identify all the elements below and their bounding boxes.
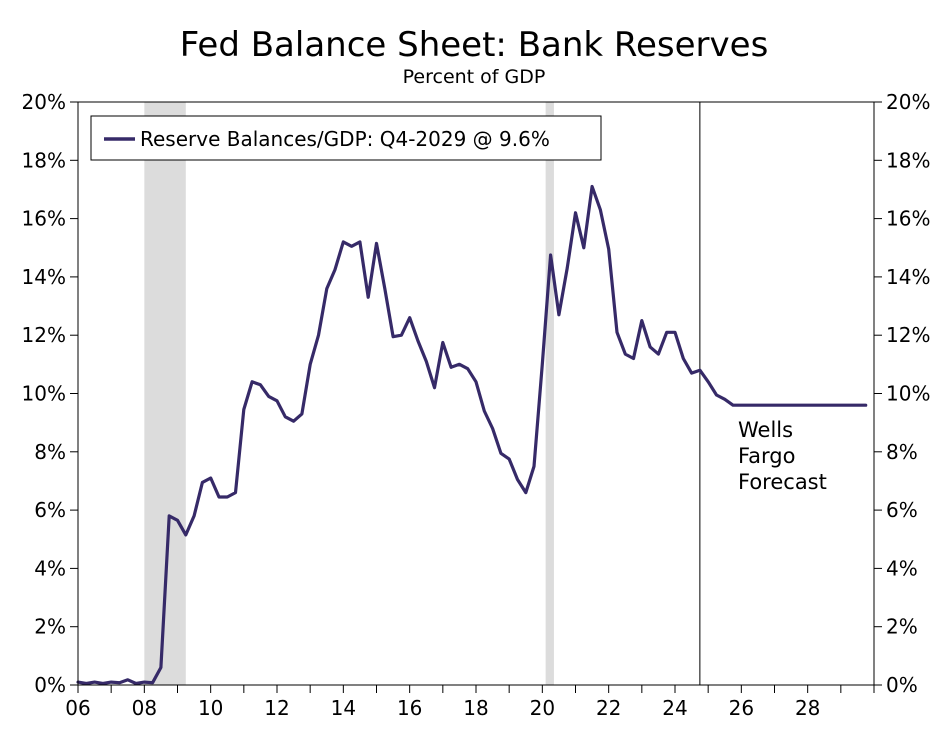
x-axis-ticks: 06 08 10 12 14 16 18 20 22 24 26 28 (65, 685, 875, 720)
x-tick-label-10: 26 (729, 696, 754, 720)
y-tick-label-left-1: 2% (34, 615, 66, 639)
x-tick-label-9: 24 (662, 696, 687, 720)
x-tick-label-1: 08 (132, 696, 157, 720)
x-tick-label-2: 10 (198, 696, 223, 720)
y-tick-label-right-10: 20% (886, 90, 930, 114)
legend-label-0: Reserve Balances/GDP: Q4-2029 @ 9.6% (140, 127, 550, 151)
y-tick-label-left-6: 12% (22, 323, 66, 347)
y-tick-label-right-3: 6% (886, 498, 918, 522)
legend: Reserve Balances/GDP: Q4-2029 @ 9.6% (90, 115, 602, 161)
y-tick-label-left-9: 18% (22, 148, 66, 172)
y-axis-right-ticks: 0% 2% 4% 6% 8% 10% 12% 14% 16% 18% 20% (874, 90, 930, 697)
y-tick-label-right-8: 16% (886, 207, 930, 231)
y-tick-label-left-10: 20% (22, 90, 66, 114)
plot-frame (77, 101, 875, 686)
y-tick-label-left-7: 14% (22, 265, 66, 289)
x-tick-label-3: 12 (264, 696, 289, 720)
y-tick-label-left-8: 16% (22, 207, 66, 231)
legend-box (90, 115, 602, 161)
forecast-annotation-line-2: Forecast (738, 470, 827, 494)
y-tick-label-left-4: 8% (34, 440, 66, 464)
y-tick-label-right-1: 2% (886, 615, 918, 639)
y-tick-label-left-0: 0% (34, 673, 66, 697)
chart-subtitle: Percent of GDP (403, 66, 546, 88)
y-tick-label-right-2: 4% (886, 556, 918, 580)
y-tick-label-right-0: 0% (886, 673, 918, 697)
y-tick-label-right-9: 18% (886, 148, 930, 172)
y-tick-label-left-5: 10% (22, 382, 66, 406)
chart-title: Fed Balance Sheet: Bank Reserves (180, 25, 769, 65)
recession-bands (144, 102, 554, 685)
x-tick-label-8: 22 (596, 696, 621, 720)
x-tick-label-4: 14 (331, 696, 356, 720)
plot-border (77, 101, 875, 686)
x-tick-label-11: 28 (795, 696, 820, 720)
y-tick-label-right-4: 8% (886, 440, 918, 464)
forecast-annotation-line-1: Fargo (738, 444, 795, 468)
x-tick-label-7: 20 (530, 696, 555, 720)
series-line-0 (76, 184, 868, 686)
x-tick-label-0: 06 (65, 696, 90, 720)
series-lines (76, 184, 868, 686)
y-axis-left-ticks: 0% 2% 4% 6% 8% 10% 12% 14% 16% 18% 20% (22, 90, 78, 697)
recession-band-1 (545, 102, 554, 685)
y-tick-label-left-2: 4% (34, 556, 66, 580)
y-tick-label-right-5: 10% (886, 382, 930, 406)
y-tick-label-right-7: 14% (886, 265, 930, 289)
x-tick-label-6: 18 (463, 696, 488, 720)
y-tick-label-left-3: 6% (34, 498, 66, 522)
forecast-annotation-line-0: Wells (738, 418, 793, 442)
y-tick-label-right-6: 12% (886, 323, 930, 347)
x-tick-label-5: 16 (397, 696, 422, 720)
forecast-annotation: Wells Fargo Forecast (738, 418, 827, 494)
